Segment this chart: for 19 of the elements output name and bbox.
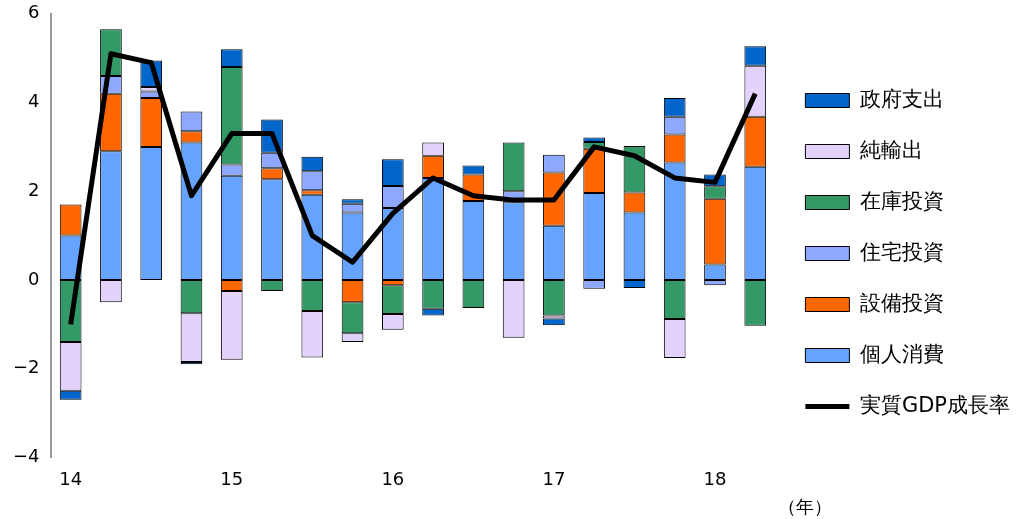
legend-label: 在庫投資 bbox=[859, 188, 944, 213]
x-tick-label: 18 bbox=[703, 467, 727, 489]
legend-label: 実質GDP成長率 bbox=[859, 392, 1010, 417]
x-tick-label: 16 bbox=[381, 467, 405, 489]
text: （年） bbox=[778, 495, 833, 517]
y-tick-label: 0 bbox=[28, 267, 40, 289]
legend-label: 住宅投資 bbox=[858, 239, 944, 264]
y-tick-label: 4 bbox=[28, 90, 40, 112]
x-tick-label: 15 bbox=[220, 467, 244, 489]
legend-label: 個人消費 bbox=[859, 341, 944, 366]
legend-label: 政府支出 bbox=[859, 86, 944, 111]
x-tick-label: 14 bbox=[59, 467, 83, 489]
x-tick-label: 17 bbox=[542, 467, 566, 489]
y-tick-label: 6 bbox=[28, 1, 40, 23]
legend-label: 設備投資 bbox=[859, 290, 944, 315]
y-tick-label: −4 bbox=[12, 445, 40, 467]
legend-label: 純輸出 bbox=[859, 137, 923, 162]
y-tick-label: 2 bbox=[28, 178, 40, 200]
y-tick-label: −2 bbox=[12, 356, 40, 378]
